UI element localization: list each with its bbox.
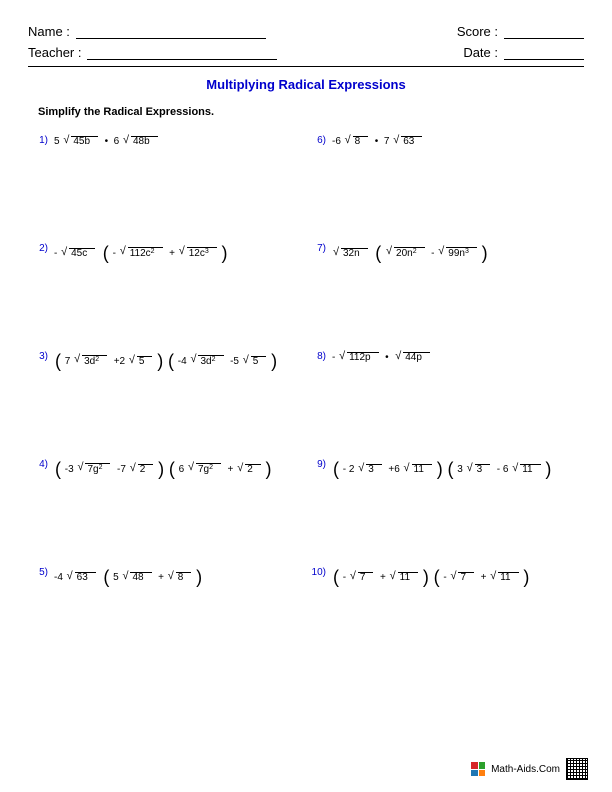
problem: 1)5 45b • 6 48b xyxy=(28,136,306,244)
problem-number: 6) xyxy=(306,136,332,244)
teacher-label: Teacher : xyxy=(28,45,81,60)
footer: Math-Aids.Com xyxy=(471,758,588,780)
score-blank xyxy=(504,25,584,39)
problem-expression: ( - 2 3 +6 11 ) ( 3 3 - 6 11 ) xyxy=(332,460,584,568)
date-field: Date : xyxy=(463,45,584,60)
header-divider xyxy=(28,66,584,67)
problem-expression: 5 45b • 6 48b xyxy=(54,136,306,244)
problem: 8)- 112p • 44p xyxy=(306,352,584,460)
problem-number: 10) xyxy=(306,568,332,676)
problem: 6)-6 8 • 7 63 xyxy=(306,136,584,244)
name-field: Name : xyxy=(28,24,266,39)
problem-expression: ( - 7 + 11 ) ( - 7 + 11 ) xyxy=(332,568,584,676)
problem-number: 3) xyxy=(28,352,54,460)
problem-number: 5) xyxy=(28,568,54,676)
problem-number: 1) xyxy=(28,136,54,244)
footer-text: Math-Aids.Com xyxy=(491,764,560,775)
score-label: Score : xyxy=(457,24,498,39)
problem-expression: - 45c ( - 112c2 + 12c3 ) xyxy=(54,244,306,352)
problem-expression: ( -3 7g2 -7 2 ) ( 6 7g2 + 2 ) xyxy=(54,460,306,568)
page-title: Multiplying Radical Expressions xyxy=(28,77,584,92)
problems-grid: 1)5 45b • 6 48b6)-6 8 • 7 632)- 45c ( - … xyxy=(28,136,584,676)
problem-expression: - 112p • 44p xyxy=(332,352,584,460)
name-label: Name : xyxy=(28,24,70,39)
problem: 4)( -3 7g2 -7 2 ) ( 6 7g2 + 2 ) xyxy=(28,460,306,568)
worksheet-page: Name : Score : Teacher : Date : Multiply… xyxy=(0,0,612,716)
problem-expression: -6 8 • 7 63 xyxy=(332,136,584,244)
logo-icon xyxy=(471,762,485,776)
problem-number: 9) xyxy=(306,460,332,568)
problem: 10)( - 7 + 11 ) ( - 7 + 11 ) xyxy=(306,568,584,676)
teacher-field: Teacher : xyxy=(28,45,277,60)
header-row-1: Name : Score : xyxy=(28,24,584,39)
score-field: Score : xyxy=(457,24,584,39)
problem-expression: ( 7 3d2 +2 5 ) ( -4 3d2 -5 5 ) xyxy=(54,352,306,460)
qr-icon xyxy=(566,758,588,780)
header-row-2: Teacher : Date : xyxy=(28,45,584,60)
problem: 3)( 7 3d2 +2 5 ) ( -4 3d2 -5 5 ) xyxy=(28,352,306,460)
problem: 5)-4 63 ( 5 48 + 8 ) xyxy=(28,568,306,676)
problem: 9)( - 2 3 +6 11 ) ( 3 3 - 6 11 ) xyxy=(306,460,584,568)
date-label: Date : xyxy=(463,45,498,60)
teacher-blank xyxy=(87,46,277,60)
date-blank xyxy=(504,46,584,60)
problem-number: 2) xyxy=(28,244,54,352)
problem-number: 8) xyxy=(306,352,332,460)
instructions: Simplify the Radical Expressions. xyxy=(38,106,584,118)
problem-number: 7) xyxy=(306,244,332,352)
problem-expression: 32n ( 20n2 - 99n3 ) xyxy=(332,244,584,352)
problem-expression: -4 63 ( 5 48 + 8 ) xyxy=(54,568,306,676)
problem-number: 4) xyxy=(28,460,54,568)
name-blank xyxy=(76,25,266,39)
problem: 7)32n ( 20n2 - 99n3 ) xyxy=(306,244,584,352)
problem: 2)- 45c ( - 112c2 + 12c3 ) xyxy=(28,244,306,352)
